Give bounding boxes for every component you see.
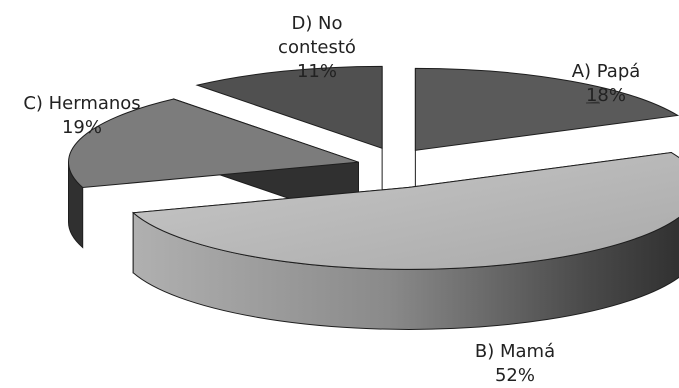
slice-label-a: A) Papá 18%	[556, 60, 656, 108]
pie-slice-d	[195, 65, 383, 209]
slice-label-c: C) Hermanos 19%	[8, 92, 156, 140]
slice-label-a-name: A) Papá	[571, 61, 641, 82]
pie-slice-b	[131, 151, 679, 330]
slice-percent-a: 18%	[585, 85, 626, 106]
slice-label-b: B) Mamá 52%	[460, 340, 570, 388]
leader-line-a	[585, 101, 600, 104]
pie-slice-c	[68, 98, 360, 249]
slice-percent-d: 11%	[296, 61, 337, 82]
slice-label-b-name: B) Mamá	[474, 341, 556, 362]
slice-label-d-line2: contestó	[278, 37, 356, 58]
slice-top-a	[414, 67, 679, 151]
slice-percent-b: 52%	[494, 365, 535, 386]
slice-top-d	[195, 65, 383, 150]
slice-percent-c: 19%	[61, 117, 102, 138]
slice-label-c-name: C) Hermanos	[23, 93, 141, 114]
slice-label-d-line1: D) No	[291, 13, 343, 34]
slice-top-c	[68, 98, 359, 189]
slice-label-d: D) No contestó 11%	[262, 12, 372, 84]
slice-top-b	[131, 151, 679, 270]
